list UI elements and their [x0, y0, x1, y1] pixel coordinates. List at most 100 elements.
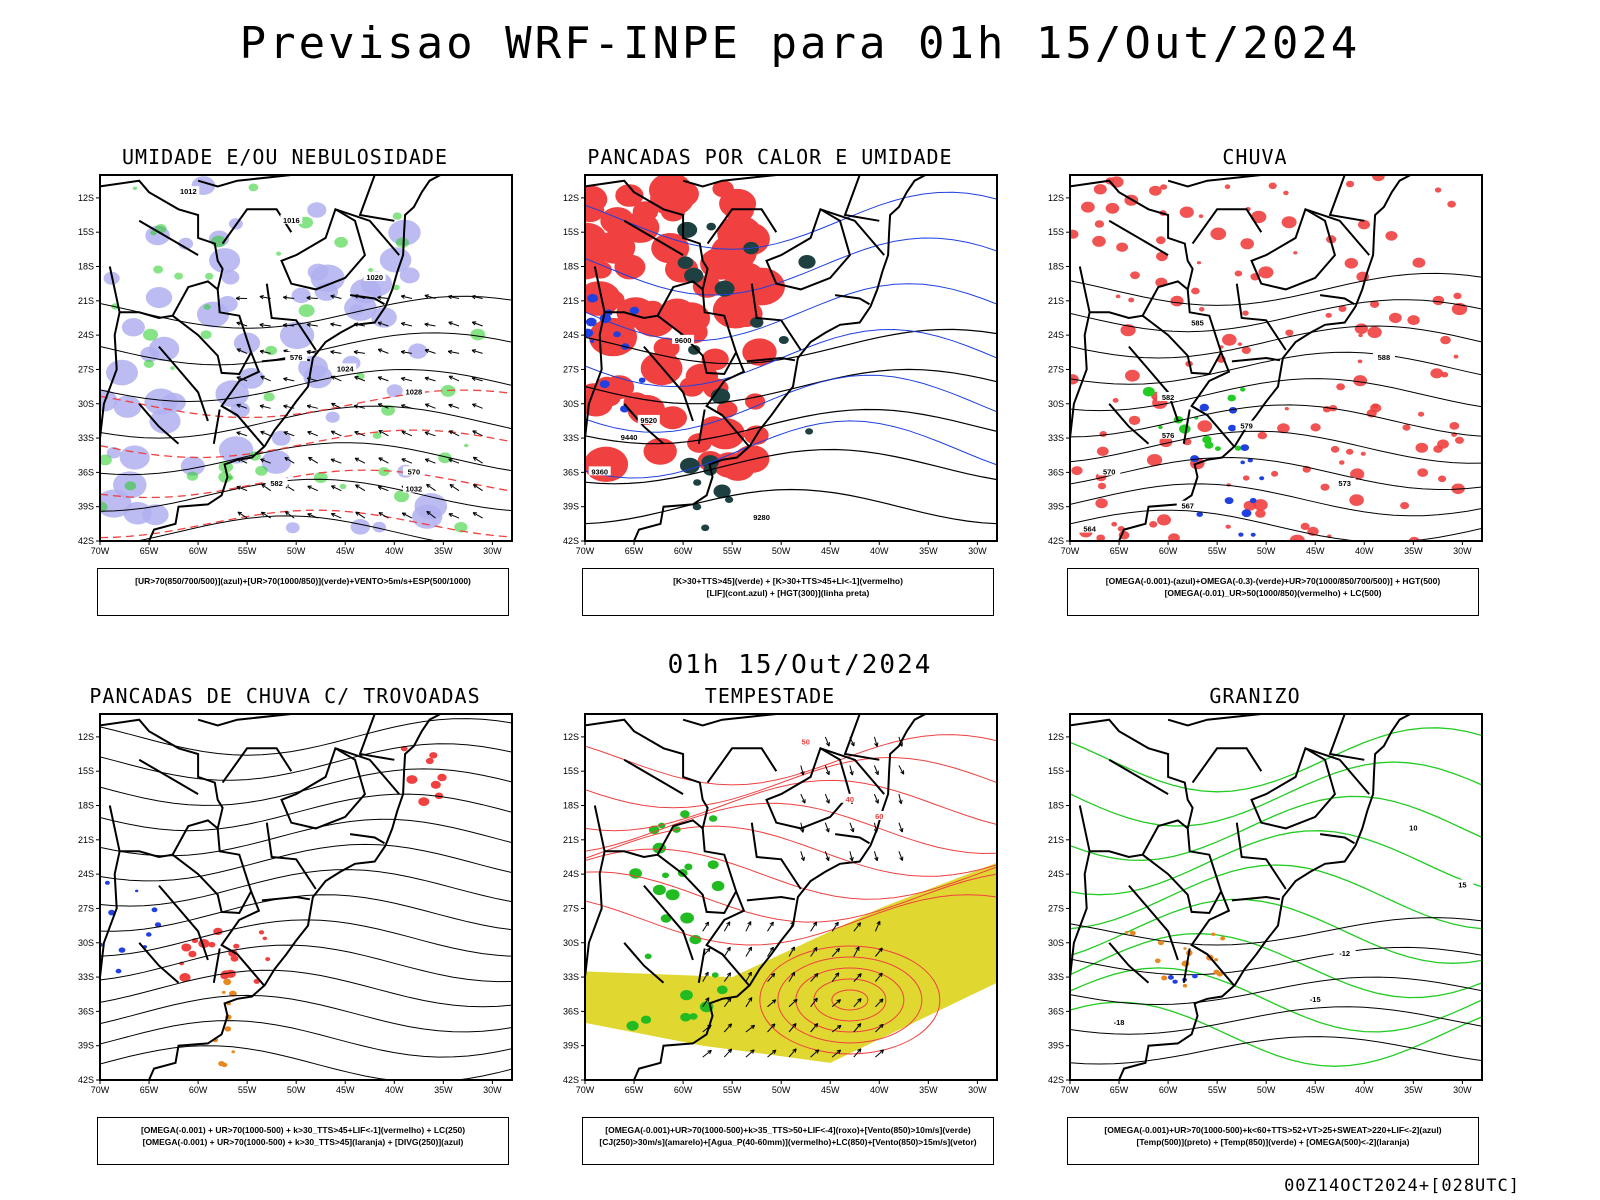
political-border — [834, 833, 871, 845]
wind-vector — [824, 851, 830, 861]
lat-tick-label: 24S — [78, 330, 94, 340]
coastline-east — [633, 714, 927, 1080]
wind-vector — [377, 296, 389, 299]
field-blob — [119, 445, 150, 470]
wind-vector — [401, 458, 413, 464]
lat-tick-label: 27S — [1048, 903, 1064, 913]
wind-vector-head — [857, 973, 862, 976]
wind-vector — [448, 513, 460, 519]
political-border — [1108, 758, 1169, 795]
field-blob — [712, 292, 759, 329]
wind-vector-head — [900, 771, 904, 775]
field-blob — [640, 1015, 652, 1024]
wind-vector-head — [424, 322, 429, 325]
field-blob — [599, 380, 610, 389]
map-frame — [99, 174, 513, 542]
field-blob — [121, 318, 145, 337]
field-blob — [153, 265, 163, 274]
map-frame — [584, 174, 998, 542]
field-blob — [585, 185, 608, 214]
field-blob — [1172, 979, 1178, 984]
panel-chuva: CHUVA 588 585 582 579 576 573 570 567 564 12S 15S 1… — [1035, 145, 1525, 635]
wind-vector-head — [355, 484, 359, 489]
field-blob — [1447, 200, 1456, 208]
political-border — [585, 179, 750, 447]
political-border — [623, 942, 665, 984]
isobar-line — [100, 368, 512, 403]
wind-vector-head — [307, 513, 311, 518]
political-border — [212, 409, 221, 444]
field-blob — [688, 345, 701, 355]
field-blob — [1251, 210, 1267, 224]
panel-title: GRANIZO — [1209, 684, 1301, 708]
field-blob — [224, 1026, 232, 1032]
wind-vector-head — [283, 377, 288, 379]
lat-tick-label: 21S — [78, 296, 94, 306]
contour-label-bg — [838, 793, 861, 803]
map-content: 50 40 60 — [585, 714, 997, 1080]
political-border — [358, 714, 395, 761]
wind-vector — [767, 973, 776, 982]
field-blob — [745, 393, 766, 410]
field-blob — [1070, 229, 1079, 239]
political-border — [335, 208, 400, 256]
precipitable-water-line — [585, 871, 997, 923]
field-blob — [146, 932, 152, 937]
wind-vector-head — [838, 1025, 842, 1030]
wind-vector — [354, 457, 366, 464]
wind-vector — [306, 297, 318, 299]
streamline — [100, 1020, 512, 1058]
field-blob — [108, 909, 116, 916]
lat-tick-label: 33S — [78, 433, 94, 443]
wind-vector — [874, 921, 881, 932]
field-blob — [1120, 324, 1136, 337]
lon-tick-label: 70W — [91, 1085, 110, 1095]
wind-vector-head — [354, 376, 358, 381]
field-blob — [1179, 206, 1194, 218]
temp850-line — [1070, 795, 1482, 861]
field-blob — [1358, 219, 1370, 230]
field-blob — [711, 880, 725, 892]
wind-vector-head — [773, 973, 776, 978]
wind-vector — [307, 513, 318, 519]
wind-vector-head — [855, 946, 860, 950]
wind-vector — [723, 972, 732, 982]
field-blob — [261, 450, 291, 474]
wind-vector-head — [283, 405, 287, 409]
hgt500-line — [1070, 509, 1482, 541]
wind-vector-head — [803, 856, 805, 861]
contour-label-bg — [1304, 993, 1327, 1003]
wind-vector-head — [850, 828, 854, 833]
wind-vector-head — [813, 1023, 818, 1026]
lat-tick-label: 42S — [78, 1075, 94, 1085]
wind-vector-head — [330, 458, 335, 463]
wind-vector-head — [331, 403, 335, 407]
wind-vector-head — [236, 432, 240, 436]
field-blob — [685, 363, 718, 390]
wind-vector — [702, 1050, 712, 1058]
contour-label: 1024 — [337, 364, 355, 373]
wind-vector-head — [260, 375, 264, 380]
panel-trovoadas: PANCADAS DE CHUVA C/ TROVOADAS 12S 15S 18S… — [65, 684, 555, 1174]
field-blob — [248, 183, 259, 192]
wind-vector — [401, 351, 412, 354]
lat-tick-label: 42S — [1048, 1075, 1064, 1085]
political-border — [1070, 312, 1091, 446]
wind-vector-head — [707, 1049, 712, 1052]
contour-label: 582 — [270, 479, 283, 488]
wind-vector — [831, 1049, 841, 1058]
field-blob — [1293, 251, 1298, 255]
wind-vector — [260, 375, 271, 382]
field-blob — [1400, 502, 1410, 510]
lat-tick-label: 12S — [563, 732, 579, 742]
wind-vector-head — [330, 350, 335, 353]
wind-vector — [873, 793, 879, 804]
humidity-green-field — [100, 183, 486, 533]
lif-contour — [585, 237, 997, 296]
contour-label: 564 — [1083, 525, 1096, 534]
lon-tick-label: 55W — [238, 546, 257, 556]
field-blob — [180, 456, 205, 476]
legend-line: [UR>70(850/700/500)](azul)+[UR>70(1000/8… — [135, 576, 471, 586]
wind-vector — [355, 484, 366, 492]
